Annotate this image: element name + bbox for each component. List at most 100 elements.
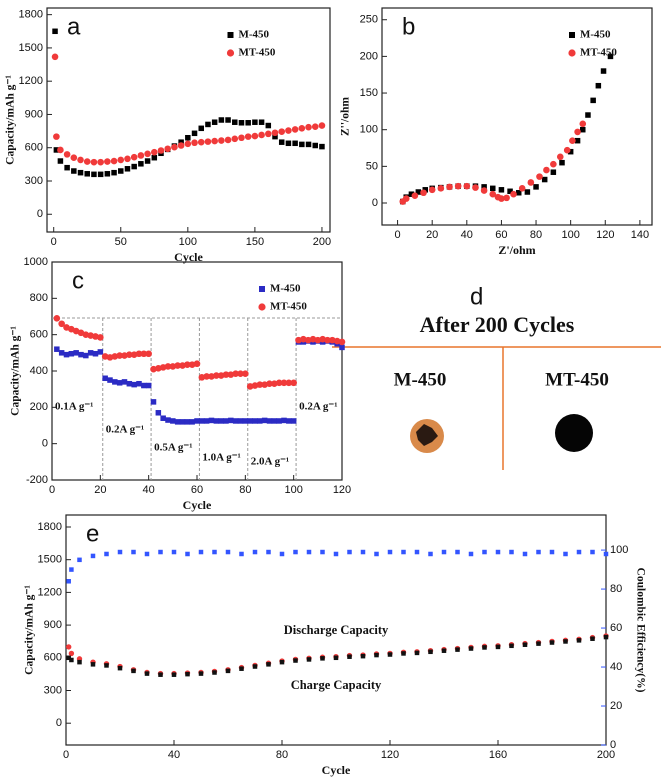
point: [258, 119, 265, 125]
point: [559, 159, 565, 166]
point: [579, 120, 587, 128]
point: [522, 642, 528, 647]
legend-marker: [259, 286, 265, 292]
point: [495, 549, 501, 555]
point: [266, 662, 271, 667]
point: [199, 418, 205, 424]
point: [136, 380, 142, 387]
point: [66, 655, 71, 661]
point: [481, 184, 487, 190]
point: [408, 191, 415, 197]
point: [121, 379, 128, 385]
point: [53, 315, 61, 322]
point: [536, 173, 543, 180]
point: [311, 123, 319, 130]
point: [64, 164, 70, 171]
y2-tick-label: 100: [610, 544, 628, 556]
point: [333, 655, 339, 661]
point: [150, 148, 158, 156]
point: [360, 653, 366, 659]
y-tick-label: 100: [360, 124, 378, 136]
y-tick-label: 800: [30, 292, 48, 304]
point: [285, 140, 292, 147]
point: [130, 153, 138, 161]
point: [174, 419, 181, 425]
point: [171, 672, 177, 677]
x-tick-label: 50: [115, 236, 127, 248]
x-tick-label: 140: [631, 229, 649, 241]
point: [293, 549, 298, 555]
point: [266, 549, 271, 555]
point: [177, 142, 185, 149]
point: [286, 418, 292, 424]
y-tick-label: 1800: [38, 521, 62, 533]
point: [411, 192, 419, 199]
point: [90, 553, 96, 559]
point: [84, 171, 90, 177]
point: [185, 134, 191, 141]
point: [441, 549, 447, 555]
y2-tick-label: 40: [610, 661, 622, 673]
x-tick-label: 40: [461, 229, 473, 241]
point: [257, 418, 263, 424]
point: [275, 379, 283, 387]
point: [563, 639, 568, 644]
legend-marker: [226, 49, 235, 57]
point: [174, 362, 181, 369]
annotation: 0.2A g⁻¹: [299, 401, 337, 413]
point: [563, 146, 571, 154]
point: [291, 126, 299, 133]
point: [131, 549, 136, 555]
point: [151, 154, 158, 161]
x-tick-label: 150: [246, 236, 264, 248]
y-tick-label: 1200: [19, 75, 43, 87]
y-tick-label: 250: [360, 14, 378, 26]
point: [237, 370, 244, 378]
point: [92, 350, 99, 357]
point: [279, 659, 285, 665]
point: [603, 551, 609, 557]
point: [225, 549, 231, 555]
point: [157, 147, 165, 154]
point: [374, 551, 379, 557]
x-tick-label: 40: [168, 749, 180, 761]
point: [71, 168, 77, 174]
point: [374, 652, 379, 658]
point: [387, 549, 393, 555]
point: [118, 168, 124, 174]
plot-frame: [381, 7, 653, 226]
y-tick-label: 300: [25, 175, 43, 187]
point: [112, 379, 118, 385]
point: [218, 117, 225, 123]
point: [104, 663, 109, 668]
plot-frame: [46, 7, 331, 233]
y-tick-label: 400: [30, 365, 48, 377]
point: [97, 158, 104, 166]
y-tick-label: 0: [42, 438, 48, 450]
point: [194, 418, 200, 424]
point: [83, 158, 91, 165]
x-tick-label: 120: [333, 484, 351, 496]
point: [54, 346, 60, 352]
x-tick-label: 120: [596, 229, 614, 241]
point: [533, 184, 539, 190]
electrode-photo: [555, 414, 593, 452]
point: [231, 135, 239, 143]
panel-label: a: [67, 13, 81, 40]
point: [490, 185, 496, 192]
y2-tick-label: 0: [610, 739, 616, 751]
x-tick-label: 160: [489, 749, 507, 761]
point: [252, 119, 258, 125]
point: [116, 352, 123, 359]
point: [272, 133, 278, 140]
point: [293, 658, 298, 663]
point: [472, 184, 479, 191]
point: [53, 133, 60, 140]
series-label: Charge Capacity: [291, 678, 382, 692]
point: [428, 649, 433, 655]
point: [145, 350, 152, 358]
point: [278, 139, 285, 145]
point: [489, 190, 497, 198]
y2-axis-label: Coulombic Efficiency(%): [634, 568, 646, 693]
point: [590, 636, 595, 641]
